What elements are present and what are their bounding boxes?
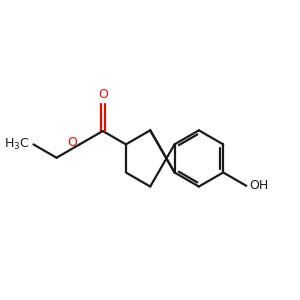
Text: OH: OH [250, 179, 269, 192]
Text: O: O [68, 136, 77, 149]
Text: H$_3$C: H$_3$C [4, 137, 30, 152]
Text: O: O [98, 88, 108, 101]
